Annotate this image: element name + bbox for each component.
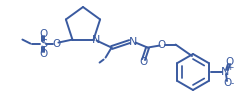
- Text: O: O: [225, 57, 233, 67]
- Text: O: O: [39, 49, 47, 59]
- Text: -: -: [230, 79, 234, 88]
- Text: N: N: [128, 37, 137, 47]
- Text: S: S: [40, 39, 47, 49]
- Text: N: N: [221, 67, 229, 77]
- Text: O: O: [157, 40, 166, 50]
- Text: N: N: [91, 35, 100, 45]
- Text: O: O: [39, 29, 47, 39]
- Text: O: O: [223, 78, 231, 88]
- Text: O: O: [52, 39, 61, 49]
- Text: O: O: [139, 57, 148, 67]
- Text: +: +: [226, 63, 234, 71]
